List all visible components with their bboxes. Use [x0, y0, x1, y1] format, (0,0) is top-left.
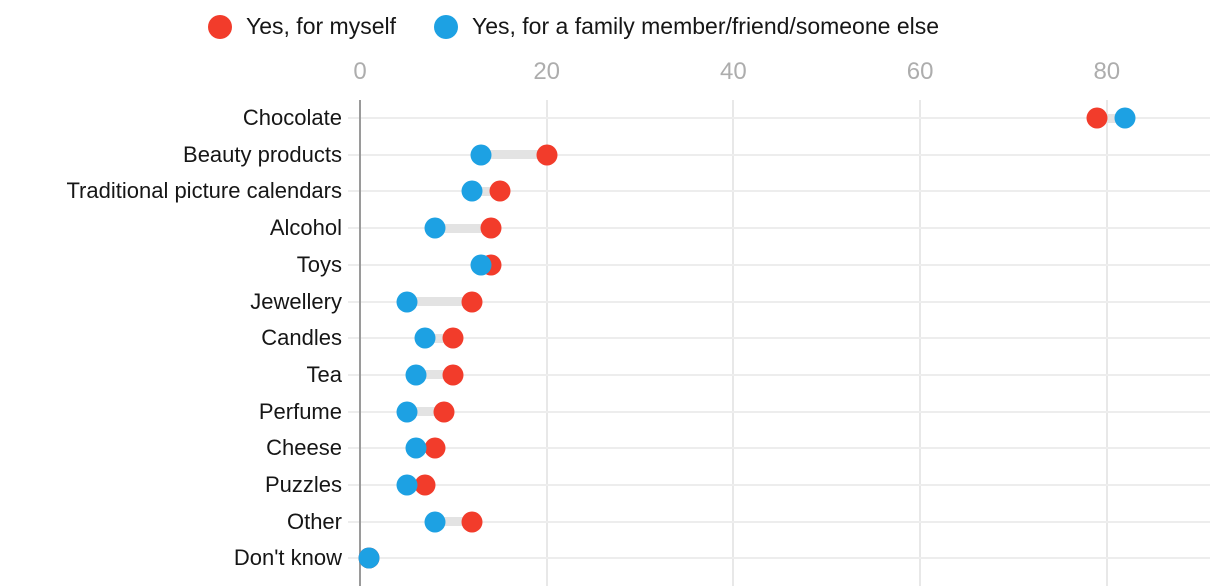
vertical-gridline: [919, 100, 922, 586]
data-dot-family[interactable]: [405, 364, 427, 386]
row-gridline: [348, 520, 1210, 523]
row-gridline: [348, 557, 1210, 560]
category-label: Don't know: [233, 545, 342, 571]
dumbbell-connector: [434, 517, 472, 527]
category-label: Puzzles: [264, 472, 342, 497]
row-gridline: [348, 263, 1210, 266]
data-dot-myself[interactable]: [442, 364, 464, 386]
row-gridline: [348, 484, 1210, 486]
data-dot-family[interactable]: [424, 217, 446, 239]
data-dot-family[interactable]: [396, 291, 418, 312]
data-dot-family[interactable]: [1114, 107, 1136, 129]
category-label: Alcohol: [269, 215, 342, 241]
legend-label-family: Yes, for a family member/friend/someone …: [471, 13, 940, 39]
data-dot-family[interactable]: [461, 180, 483, 202]
data-dot-myself[interactable]: [461, 511, 483, 533]
data-dot-family[interactable]: [470, 144, 492, 166]
row-gridline: [348, 447, 1210, 450]
data-dot-myself[interactable]: [442, 327, 464, 349]
row-gridline: [348, 410, 1210, 413]
category-label: Beauty products: [183, 141, 342, 167]
category-label: Other: [286, 508, 342, 534]
category-label: Traditional picture calendars: [66, 178, 342, 204]
data-dot-family[interactable]: [396, 401, 418, 423]
x-tick-label: 80: [1093, 58, 1121, 85]
data-dot-myself[interactable]: [536, 144, 558, 166]
x-tick-label: 0: [353, 58, 367, 85]
category-label: Cheese: [266, 435, 342, 461]
dumbbell-connector: [1097, 113, 1126, 123]
row-gridline: [348, 227, 1210, 230]
data-dot-family[interactable]: [414, 327, 436, 349]
legend-item-myself[interactable]: Yes, for myself: [208, 13, 396, 39]
category-label: Jewellery: [250, 288, 342, 314]
data-dot-myself[interactable]: [461, 291, 483, 312]
row-gridline: [348, 300, 1210, 303]
dumbbell-connector: [406, 407, 444, 417]
legend-item-family[interactable]: Yes, for a family member/friend/someone …: [433, 13, 940, 39]
dumbbell-connector: [416, 370, 454, 380]
row-gridline: [348, 153, 1210, 156]
data-dot-myself[interactable]: [424, 437, 446, 459]
data-dot-family[interactable]: [396, 474, 418, 496]
data-dot-myself[interactable]: [480, 217, 502, 239]
dumbbell-connector: [481, 150, 547, 160]
dumbbell-connector: [472, 186, 501, 196]
data-dot-family[interactable]: [358, 547, 380, 569]
x-tick-label: 20: [533, 58, 561, 85]
dumbbell-connector: [434, 223, 491, 233]
chart-legend: Yes, for myself Yes, for a family member…: [208, 13, 940, 39]
category-label: Toys: [296, 251, 342, 277]
legend-label-myself: Yes, for myself: [246, 13, 396, 39]
vertical-gridline: [732, 100, 735, 586]
legend-dot-blue-icon: [433, 14, 458, 39]
category-label: Perfume: [258, 398, 342, 424]
row-gridline: [348, 190, 1210, 193]
data-dot-family[interactable]: [424, 511, 446, 533]
vertical-gridline: [1105, 100, 1108, 586]
data-dot-myself[interactable]: [414, 474, 436, 496]
zero-axis-line: [359, 100, 361, 586]
data-dot-family[interactable]: [405, 437, 427, 459]
row-gridline: [348, 373, 1210, 376]
data-dot-myself[interactable]: [1086, 107, 1108, 129]
data-dot-family[interactable]: [470, 254, 492, 276]
vertical-gridline: [545, 100, 548, 586]
dumbbell-connector: [406, 297, 473, 306]
category-label: Candles: [261, 325, 342, 351]
category-label: Chocolate: [242, 105, 342, 130]
x-tick-label: 40: [720, 58, 747, 85]
category-label: Tea: [306, 361, 342, 387]
row-gridline: [348, 337, 1210, 340]
dumbbell-connector: [425, 333, 454, 343]
row-gridline: [348, 117, 1210, 119]
data-dot-myself[interactable]: [433, 401, 455, 423]
data-dot-myself[interactable]: [489, 180, 511, 202]
legend-dot-red-icon: [208, 14, 232, 39]
x-tick-label: 60: [906, 58, 934, 85]
